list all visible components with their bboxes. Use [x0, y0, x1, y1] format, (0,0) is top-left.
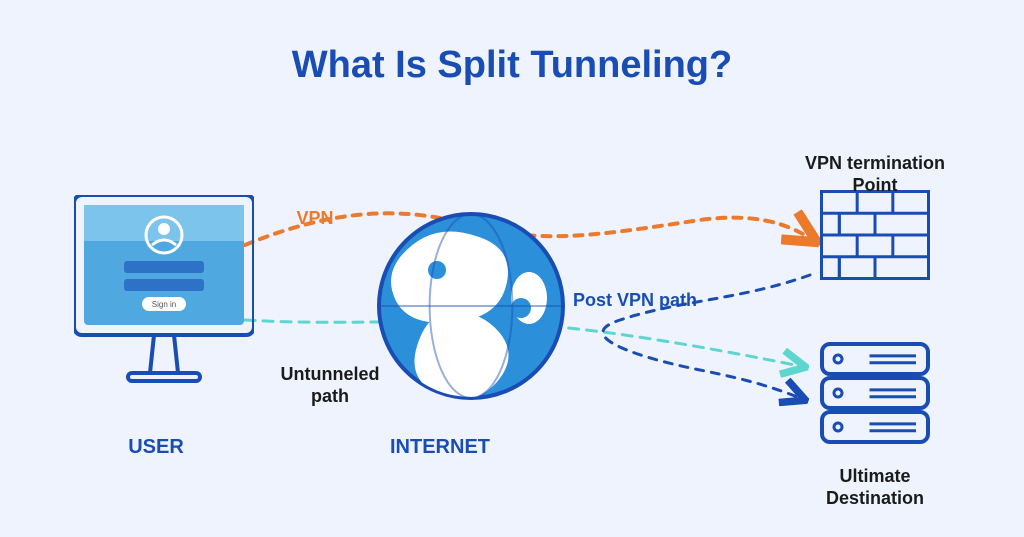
internet-label: INTERNET [390, 436, 490, 459]
vpn-termination-label-line2: Point [853, 175, 898, 196]
ultimate-destination-label-line1: Ultimate [839, 466, 910, 487]
vpn-termination-label-line1: VPN termination [805, 153, 945, 174]
user-monitor-icon: Sign in [74, 195, 254, 415]
post-vpn-path-label: Post VPN path [573, 290, 697, 311]
user-label: USER [128, 436, 184, 459]
vpn-firewall-icon [820, 190, 930, 280]
vpn-path-label: VPN [296, 208, 333, 229]
ultimate-destination-label-line2: Destination [826, 488, 924, 509]
svg-text:Sign in: Sign in [152, 300, 176, 309]
untunneled-path-label-line1: Untunneled [281, 364, 380, 385]
internet-globe-icon [375, 210, 567, 402]
diagram-canvas: What Is Split Tunneling? Sign in [0, 0, 1024, 537]
untunneled-path-label-line2: path [311, 386, 349, 407]
destination-server-icon [820, 340, 930, 450]
